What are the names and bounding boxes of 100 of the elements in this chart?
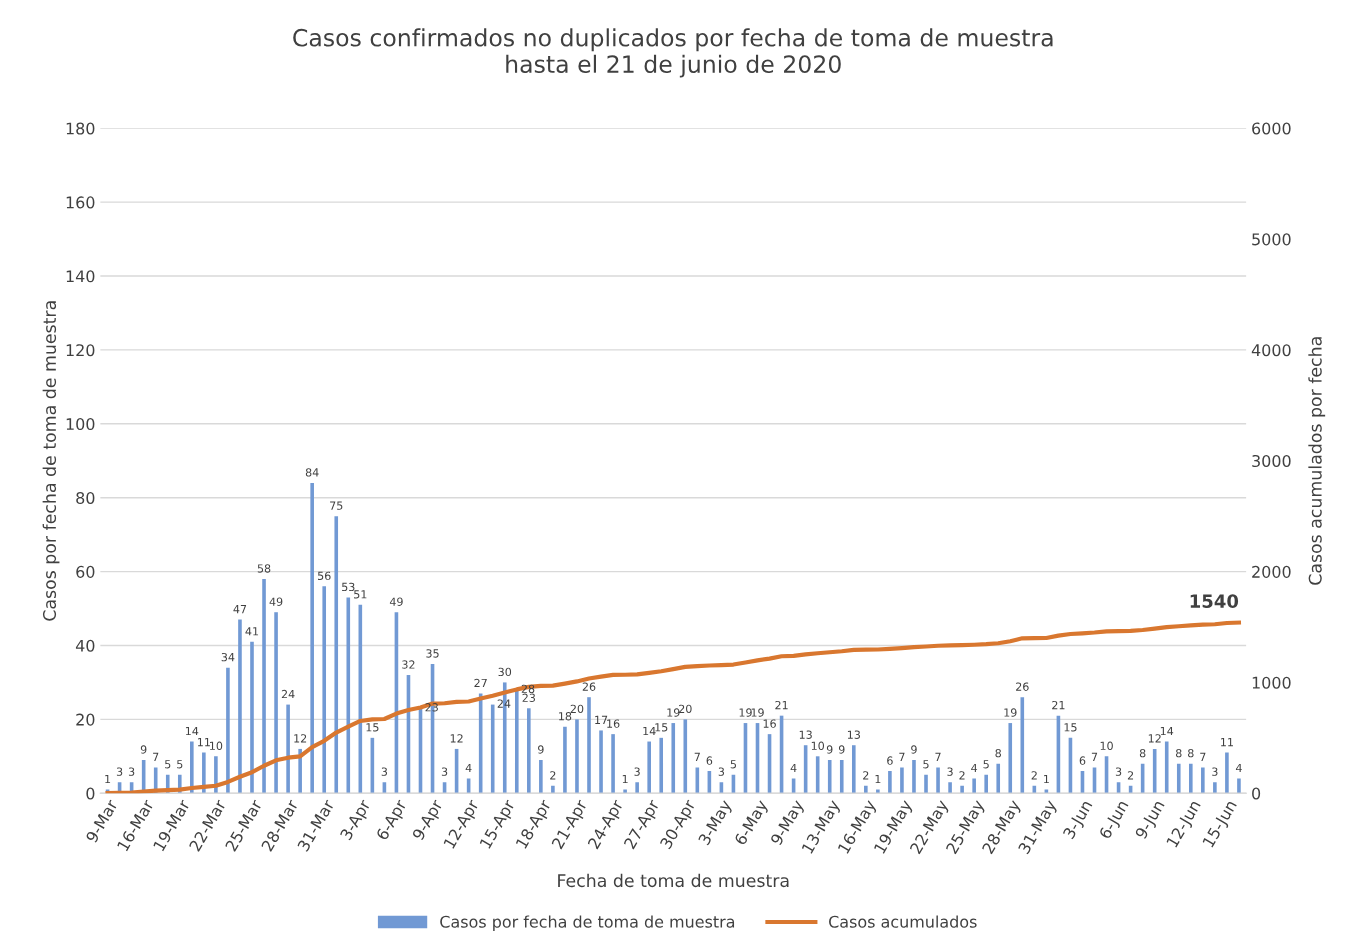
bar (984, 774, 988, 794)
data-label: 14 (643, 726, 656, 736)
data-label: 35 (426, 649, 439, 658)
data-label: 9 (911, 745, 917, 754)
bar (900, 767, 904, 794)
y-tick-label: 60 (76, 565, 95, 578)
chart-title: Casos confirmados no duplicados por fecha de toma de muestra hasta el 21 de junio de 2020 (293, 28, 1053, 78)
data-label: 58 (257, 564, 271, 573)
data-label: 7 (899, 752, 905, 761)
data-label: 14 (185, 726, 199, 736)
data-label: 1 (875, 774, 881, 784)
data-label: 47 (233, 605, 247, 614)
bar (587, 697, 591, 794)
data-label: 9 (140, 745, 147, 754)
data-label: 24 (281, 689, 295, 699)
y2-axis-title: Casos acumulados por fecha (1308, 337, 1326, 585)
bar (575, 719, 579, 794)
data-label: 3 (128, 767, 135, 776)
data-label: 10 (210, 741, 223, 750)
y-tick-label: 20 (76, 713, 95, 726)
data-label: 4 (1235, 763, 1242, 772)
data-label: 2 (959, 771, 965, 780)
data-label: 32 (402, 660, 415, 669)
bar (274, 612, 278, 794)
data-label: 4 (971, 763, 978, 772)
data-label: 4 (465, 763, 472, 772)
data-label: 3 (718, 767, 725, 776)
bar (298, 748, 302, 794)
data-label: 41 (245, 627, 259, 636)
bar (623, 789, 627, 794)
bar (190, 741, 194, 794)
y-tick-label: 120 (66, 344, 95, 357)
data-label: 51 (354, 590, 367, 599)
bar (599, 730, 603, 794)
bar (851, 745, 856, 794)
bar (514, 689, 519, 794)
x-axis-title: Fecha de toma de muestra (558, 873, 789, 888)
bar (1213, 782, 1217, 794)
bar (238, 619, 242, 794)
bar (671, 723, 676, 794)
bar (310, 482, 314, 794)
data-label: 1 (1044, 774, 1049, 784)
legend-label: Casos por fecha de toma de muestra (440, 915, 735, 931)
data-label: 56 (318, 571, 331, 581)
bar (490, 704, 495, 794)
data-label: 1 (622, 774, 628, 784)
bar (322, 586, 327, 794)
data-label: 16 (763, 719, 776, 728)
line-series (105, 620, 1242, 794)
data-label: 14 (1160, 726, 1174, 736)
data-label: 19 (1004, 708, 1017, 717)
data-label: 1 (105, 774, 111, 784)
bar (286, 704, 290, 794)
data-label: 6 (706, 756, 713, 765)
data-label: 1540 (1190, 594, 1239, 608)
data-label: 5 (730, 760, 736, 769)
data-label: 19 (739, 708, 752, 717)
y2-tick-label: 3000 (1252, 454, 1291, 468)
y-tick-label: 80 (76, 491, 95, 504)
data-label: 7 (153, 752, 159, 761)
legend-label: Casos acumulados (829, 915, 977, 928)
y-tick-label: 40 (75, 639, 95, 652)
bar (960, 785, 964, 794)
data-label: 2 (863, 771, 869, 780)
y-tick-label: 180 (66, 122, 95, 135)
data-label: 12 (1148, 734, 1161, 743)
data-label: 8 (1175, 748, 1182, 758)
data-label: 15 (366, 723, 379, 732)
data-label: 5 (983, 760, 989, 769)
data-label: 49 (269, 597, 283, 606)
y-tick-label: 0 (86, 787, 95, 800)
data-label: 20 (679, 704, 692, 714)
bar (936, 767, 940, 794)
data-label: 6 (887, 756, 893, 765)
data-label: 12 (450, 734, 463, 743)
bar (1225, 752, 1229, 794)
y-tick-label: 100 (66, 418, 95, 431)
y2-tick-label: 2000 (1252, 565, 1291, 578)
y-tick-label: 140 (66, 270, 95, 283)
data-label: 8 (1188, 748, 1194, 758)
data-label: 3 (1115, 767, 1122, 776)
bar (839, 760, 844, 794)
data-label: 30 (498, 667, 512, 677)
y-tick-label: 160 (66, 196, 95, 209)
data-label: 53 (342, 582, 355, 592)
data-label: 7 (935, 752, 941, 761)
data-label: 23 (522, 693, 535, 702)
data-label: 9 (826, 745, 833, 754)
bar (1176, 763, 1181, 794)
data-label: 4 (790, 763, 797, 772)
data-label: 3 (634, 767, 640, 776)
data-label: 28 (521, 684, 535, 694)
data-label: 49 (389, 597, 403, 606)
data-label: 10 (1100, 741, 1113, 750)
bar (250, 641, 254, 794)
bar (659, 737, 664, 794)
bar (888, 771, 892, 794)
data-label: 10 (811, 741, 825, 750)
bar (527, 708, 531, 794)
data-label: 19 (751, 708, 764, 717)
